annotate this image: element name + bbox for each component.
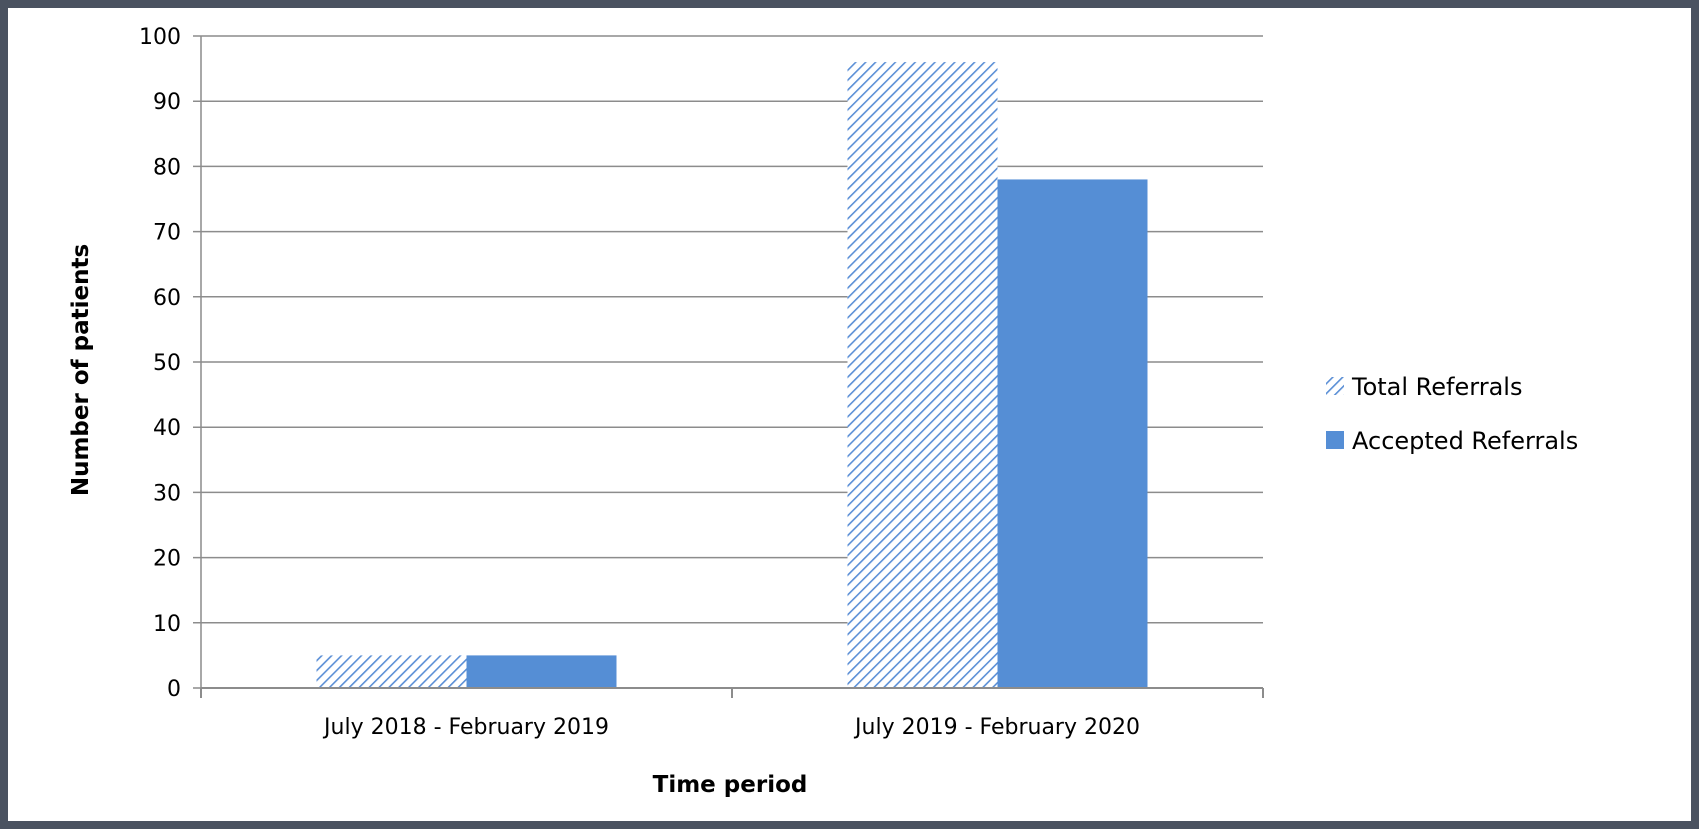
x-tick-label: July 2018 - February 2019	[322, 715, 609, 740]
x-axis-title: Time period	[653, 772, 808, 798]
x-axis: July 2018 - February 2019 July 2019 - Feb…	[200, 36, 1264, 740]
y-axis-ticks: 0 10 20 30 40 50 60 70 80 90 100	[139, 25, 181, 702]
bars	[316, 62, 1148, 688]
y-tick-label: 40	[153, 416, 181, 441]
bar-accepted-referrals	[466, 655, 617, 688]
x-tick-label: July 2019 - February 2020	[853, 715, 1140, 740]
gridlines	[193, 35, 1263, 689]
y-tick-label: 100	[139, 25, 181, 50]
legend-swatch	[1326, 431, 1344, 449]
y-tick-label: 10	[153, 612, 181, 637]
bar-total-referrals	[847, 62, 998, 688]
legend-label: Accepted Referrals	[1352, 427, 1578, 455]
y-tick-label: 50	[153, 351, 181, 376]
y-tick-label: 20	[153, 547, 181, 572]
bar-accepted-referrals	[997, 179, 1148, 688]
legend-swatch	[1326, 377, 1344, 395]
bar-chart: 0 10 20 30 40 50 60 70 80 90 100 July 2018 - Febru…	[68, 25, 1578, 798]
legend-label: Total Referrals	[1351, 373, 1522, 401]
y-tick-label: 0	[167, 677, 181, 702]
legend: Total Referrals Accepted Referrals	[1326, 373, 1578, 455]
y-tick-label: 30	[153, 481, 181, 506]
y-tick-label: 70	[153, 221, 181, 246]
y-tick-label: 90	[153, 90, 181, 115]
y-tick-label: 80	[153, 155, 181, 180]
y-tick-label: 60	[153, 286, 181, 311]
y-axis-title: Number of patients	[68, 244, 94, 496]
chart-frame: 0 10 20 30 40 50 60 70 80 90 100 July 2018 - Febru…	[8, 8, 1691, 821]
bar-total-referrals	[316, 655, 467, 688]
